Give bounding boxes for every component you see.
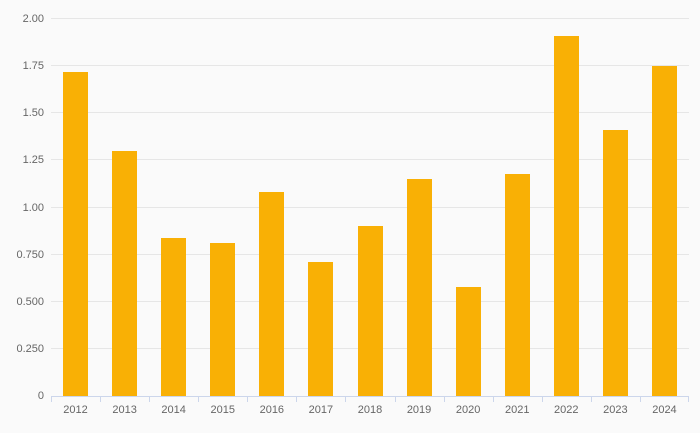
bar-2019[interactable] [406, 179, 432, 396]
x-axis-label-2017: 2017 [308, 404, 334, 416]
y-axis-label: 0.750 [16, 248, 44, 261]
x-axis-tick [100, 396, 101, 402]
x-axis-label-2021: 2021 [504, 404, 530, 416]
bar-2023[interactable] [602, 130, 628, 396]
x-axis-label-2013: 2013 [112, 404, 137, 416]
x-axis-tick [149, 396, 150, 402]
x-axis-label-2020: 2020 [455, 404, 481, 416]
y-axis-label: 1.25 [22, 154, 44, 167]
bar-2012[interactable] [63, 72, 89, 396]
gridline [51, 206, 689, 208]
y-axis-label: 1.75 [22, 60, 44, 73]
y-axis-label: 1.00 [22, 201, 44, 214]
x-axis-tick [688, 396, 689, 402]
bar-2015[interactable] [210, 243, 236, 396]
x-axis-label-2018: 2018 [357, 404, 383, 416]
x-axis-label-2015: 2015 [210, 404, 235, 416]
x-axis-tick [247, 396, 248, 402]
x-axis-tick [444, 396, 445, 402]
x-axis-label-2024: 2024 [652, 404, 677, 416]
bar-2017[interactable] [308, 262, 334, 396]
x-axis-label-2016: 2016 [259, 404, 285, 416]
x-axis-tick [493, 396, 494, 402]
x-axis-label-2023: 2023 [603, 404, 628, 416]
gridline [51, 65, 689, 67]
x-axis-tick [198, 396, 199, 402]
x-axis-tick [51, 396, 52, 402]
bar-2021[interactable] [504, 174, 530, 396]
plot-area [51, 18, 689, 402]
gridline [51, 18, 689, 19]
x-axis-line [51, 396, 689, 397]
bar-2024[interactable] [651, 66, 677, 396]
y-axis-labels: 0 0.250 0.500 0.750 1.00 1.25 1.50 1.75 2.00 [0, 13, 44, 402]
y-axis-label: 0 [37, 390, 44, 402]
x-axis-labels: 2012 2013 2014 2015 2016 2017 2018 2019 2020 2021… [51, 402, 689, 418]
bar-2014[interactable] [161, 238, 187, 396]
x-axis-label-2019: 2019 [406, 404, 432, 416]
bar-2016[interactable] [259, 192, 285, 396]
y-axis-label: 2.00 [22, 13, 44, 25]
x-axis-tick [591, 396, 592, 402]
x-axis-tick [296, 396, 297, 402]
x-axis-tick [395, 396, 396, 402]
bar-2020[interactable] [455, 287, 481, 396]
y-axis-label: 0.250 [16, 342, 44, 355]
bar-2018[interactable] [357, 226, 383, 396]
x-axis-label-2022: 2022 [554, 404, 579, 416]
gridline [51, 112, 689, 114]
x-axis-tick [345, 396, 346, 402]
bar-2013[interactable] [112, 151, 138, 396]
gridline [51, 159, 689, 161]
bar-2022[interactable] [553, 36, 579, 396]
x-axis-label-2014: 2014 [161, 404, 186, 416]
y-axis-label: 0.500 [16, 295, 44, 308]
x-axis-tick [640, 396, 641, 402]
x-axis-label-2012: 2012 [63, 404, 88, 416]
x-axis-tick [542, 396, 543, 402]
y-axis-label: 1.50 [22, 107, 44, 120]
